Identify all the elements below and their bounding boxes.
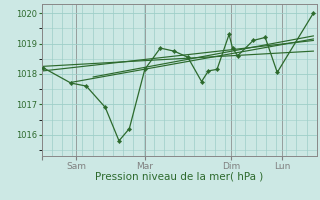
X-axis label: Pression niveau de la mer( hPa ): Pression niveau de la mer( hPa ) <box>95 172 263 182</box>
